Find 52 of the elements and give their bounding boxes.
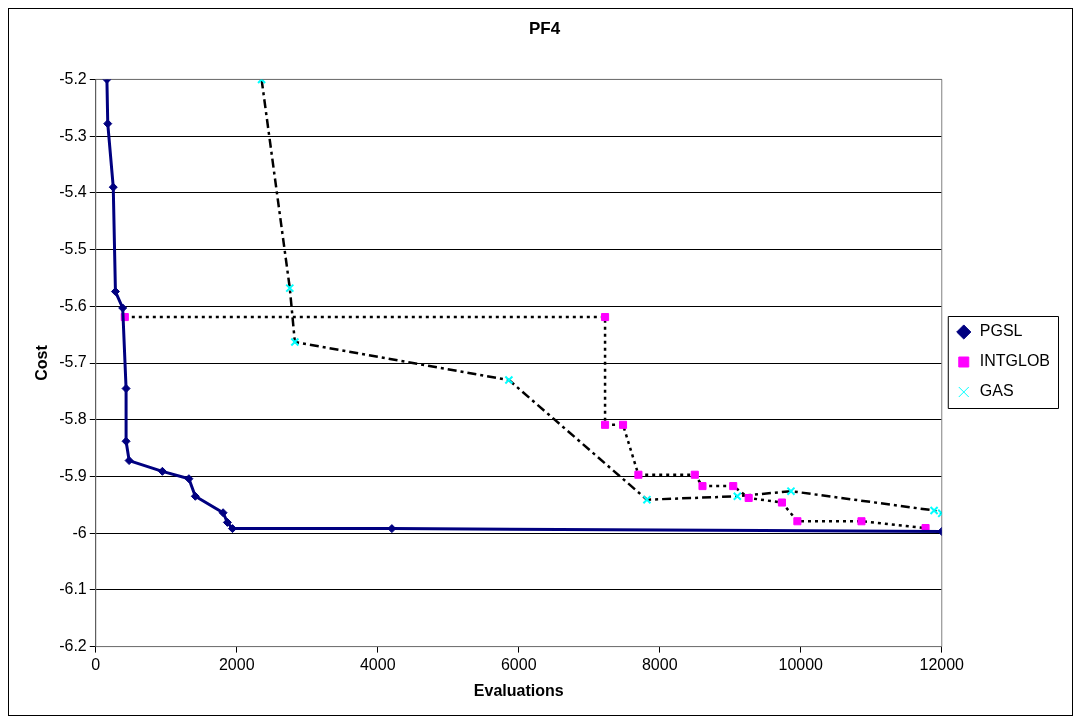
y-tick-label: -6.1 — [59, 580, 87, 598]
point — [729, 482, 738, 491]
point — [786, 486, 796, 496]
x-tick-label: 4000 — [359, 655, 396, 673]
y-tick-label: -5.4 — [59, 183, 87, 201]
point — [118, 303, 128, 313]
y-tick-label: -5.7 — [59, 353, 87, 371]
point — [857, 517, 866, 526]
legend-label: GAS — [979, 382, 1014, 400]
point — [124, 456, 134, 466]
point — [290, 337, 300, 347]
point — [601, 420, 610, 429]
point — [777, 498, 786, 507]
y-tick-label: -6.2 — [59, 637, 87, 655]
x-tick-label: 0 — [91, 655, 101, 673]
point — [108, 182, 118, 192]
y-tick-label: -5.5 — [59, 239, 87, 257]
point — [698, 482, 707, 491]
point — [619, 420, 628, 429]
y-tick-label: -6 — [72, 523, 87, 541]
point — [222, 517, 232, 527]
point — [504, 375, 514, 385]
chart-title: PF4 — [528, 18, 561, 38]
point — [285, 283, 295, 293]
point — [634, 470, 643, 479]
point — [184, 474, 194, 484]
y-tick-label: -5.3 — [59, 126, 87, 144]
point — [642, 495, 652, 505]
point — [110, 287, 120, 297]
legend-label: INTGLOB — [979, 352, 1050, 370]
point — [732, 491, 742, 501]
x-axis-title: Evaluations — [473, 681, 564, 699]
x-tick-label: 6000 — [500, 655, 537, 673]
point — [601, 313, 610, 322]
legend-label: PGSL — [979, 322, 1023, 340]
y-tick-label: -5.6 — [59, 296, 87, 314]
x-tick-label: 10000 — [778, 655, 824, 673]
y-tick-label: -5.8 — [59, 410, 87, 428]
point — [690, 470, 699, 479]
point — [157, 466, 167, 476]
point — [190, 491, 200, 501]
y-tick-label: -5.9 — [59, 466, 87, 484]
point — [744, 493, 753, 503]
x-tick-label: 12000 — [919, 655, 965, 673]
x-tick-label: 8000 — [641, 655, 678, 673]
point — [929, 505, 939, 516]
x-tick-label: 2000 — [218, 655, 255, 673]
point — [793, 517, 802, 526]
point — [227, 524, 237, 534]
y-axis-title: Cost — [33, 344, 51, 381]
point — [218, 508, 228, 518]
y-tick-label: -5.2 — [59, 69, 87, 87]
